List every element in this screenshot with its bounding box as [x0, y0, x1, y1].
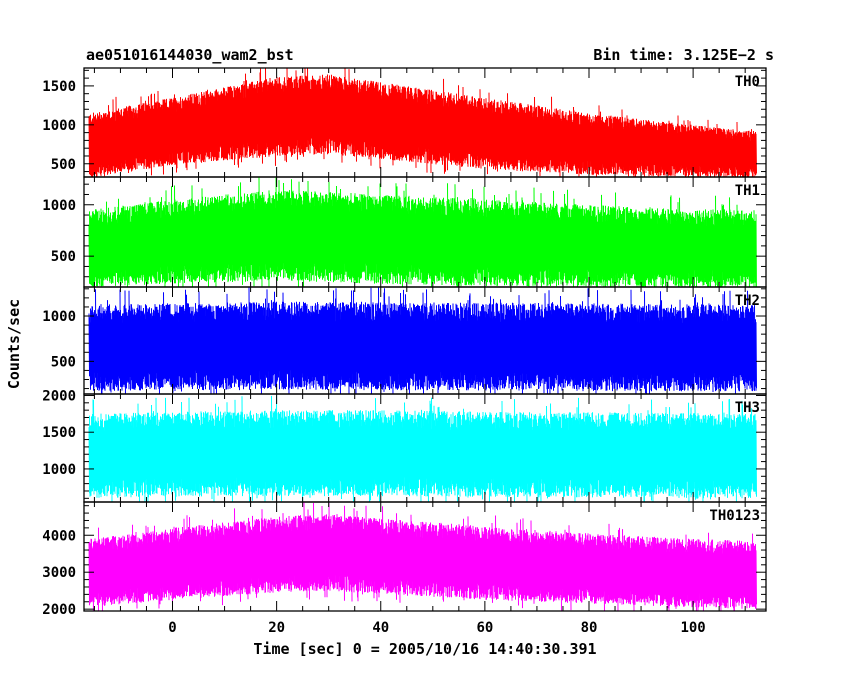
panel-th2: 500 1000 TH2 [42, 286, 767, 395]
x-tick-label: 80 [581, 620, 598, 636]
series-line-th0 [88, 68, 757, 177]
y-tick-label: 3000 [42, 565, 76, 581]
panel-th0: 500 1000 1500 TH0 [42, 67, 767, 178]
bin-time-label: Bin time: 3.125E−2 s [593, 46, 774, 64]
panel-label-th0123: TH0123 [709, 508, 760, 524]
panel-label-th3: TH3 [735, 400, 760, 416]
x-tick-label: 0 [168, 620, 176, 636]
chart-title: ae051016144030_wam2_bst [86, 46, 294, 64]
x-tick-label: 40 [372, 620, 389, 636]
panel-label-th2: TH2 [735, 293, 760, 309]
y-axis-title: Counts/sec [5, 299, 23, 389]
x-tick-label: 20 [268, 620, 285, 636]
x-tick-label: 100 [680, 620, 705, 636]
y-tick-label: 4000 [42, 528, 76, 544]
panel-th3: 1000 1500 2000 TH3 [42, 388, 767, 503]
y-tick-label: 500 [51, 157, 76, 173]
series-line-th3 [88, 395, 757, 502]
y-tick-label: 1000 [42, 198, 76, 214]
y-tick-label: 2000 [42, 602, 76, 618]
series-line-th2 [88, 287, 757, 394]
series-line-th0123 [88, 502, 757, 611]
panel-th1: 500 1000 TH1 [42, 176, 767, 288]
y-tick-label: 1000 [42, 309, 76, 325]
panel-label-th1: TH1 [735, 183, 760, 199]
y-tick-label: 1500 [42, 425, 76, 441]
y-tick-label: 500 [51, 249, 76, 265]
panels-group: 500 1000 1500 TH0 500 1000 TH1 500 1000 TH2 1000 15… [42, 67, 767, 618]
panel-th0123: 2000 3000 4000 TH0123 [42, 501, 767, 618]
panel-frame [83, 501, 767, 612]
x-axis: 0 20 40 60 80 100 [168, 620, 705, 636]
series-line-th1 [88, 177, 757, 287]
x-tick-label: 60 [476, 620, 493, 636]
y-tick-label: 1500 [42, 79, 76, 95]
y-tick-label: 1000 [42, 118, 76, 134]
y-tick-label: 2000 [42, 388, 76, 404]
y-tick-label: 500 [51, 354, 76, 370]
x-axis-title: Time [sec] 0 = 2005/10/16 14:40:30.391 [253, 640, 596, 658]
panel-label-th0: TH0 [735, 74, 760, 90]
y-tick-label: 1000 [42, 462, 76, 478]
